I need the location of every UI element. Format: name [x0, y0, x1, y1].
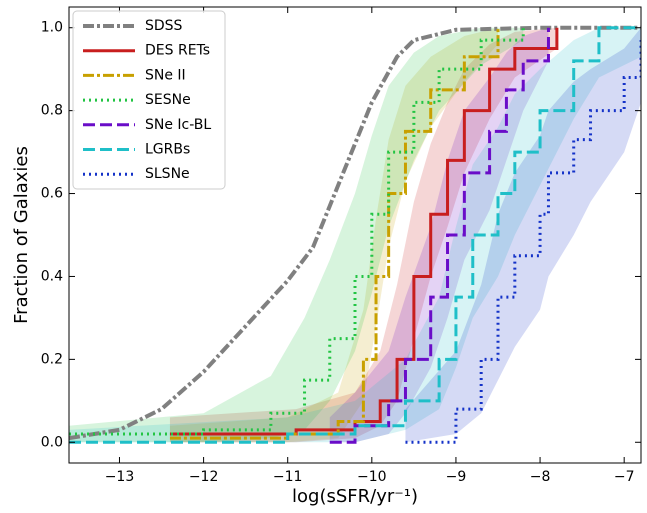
cdf-line: [69, 26, 641, 444]
cdf-line: [69, 27, 525, 436]
plot-frame: [68, 6, 642, 464]
x-tick-label: −11: [273, 469, 303, 485]
cdf-line: [329, 27, 550, 444]
y-tick-label: 0.4: [41, 268, 63, 284]
legend-label: SNe Ic-BL: [145, 117, 211, 133]
cdf-line: [69, 25, 641, 441]
x-axis-label: log(sSFR/yr⁻¹): [292, 486, 418, 507]
cdf-line: [169, 27, 500, 440]
x-tick-label: −8: [530, 469, 551, 485]
confidence-band: [329, 27, 549, 443]
y-tick-label: 0.2: [41, 351, 63, 367]
legend: SDSS DES RETs SNe II SESNe SNe Ic-BL LGRBs SLS…: [72, 10, 226, 190]
y-tick-label: 0.0: [41, 434, 63, 450]
x-tick-label: −7: [614, 469, 635, 485]
y-tick-label: 0.6: [41, 186, 63, 202]
lines: [69, 25, 641, 444]
confidence-band: [169, 27, 557, 443]
axes: −13 −12 −11 −10 −9 −8 −7 0.0 0.2 0.4 0.6 0.8 1.0: [41, 6, 642, 485]
confidence-band: [169, 27, 499, 443]
legend-label: SESNe: [145, 92, 191, 108]
x-tick-label: −9: [446, 469, 467, 485]
y-tick-label: 0.8: [41, 103, 63, 119]
legend-box: [72, 10, 226, 190]
legend-label: LGRBs: [145, 142, 190, 158]
y-tick-label: 1.0: [41, 20, 63, 36]
legend-label: SDSS: [145, 18, 183, 34]
y-axis-label: Fraction of Galaxies: [11, 146, 32, 324]
x-tick-label: −13: [105, 469, 135, 485]
x-tick-label: −12: [189, 469, 219, 485]
legend-label: SLSNe: [145, 166, 190, 182]
confidence-band: [405, 27, 641, 443]
x-tick-label: −10: [357, 469, 387, 485]
legend-label: DES RETs: [145, 43, 210, 59]
legend-label: SNe II: [145, 67, 186, 83]
